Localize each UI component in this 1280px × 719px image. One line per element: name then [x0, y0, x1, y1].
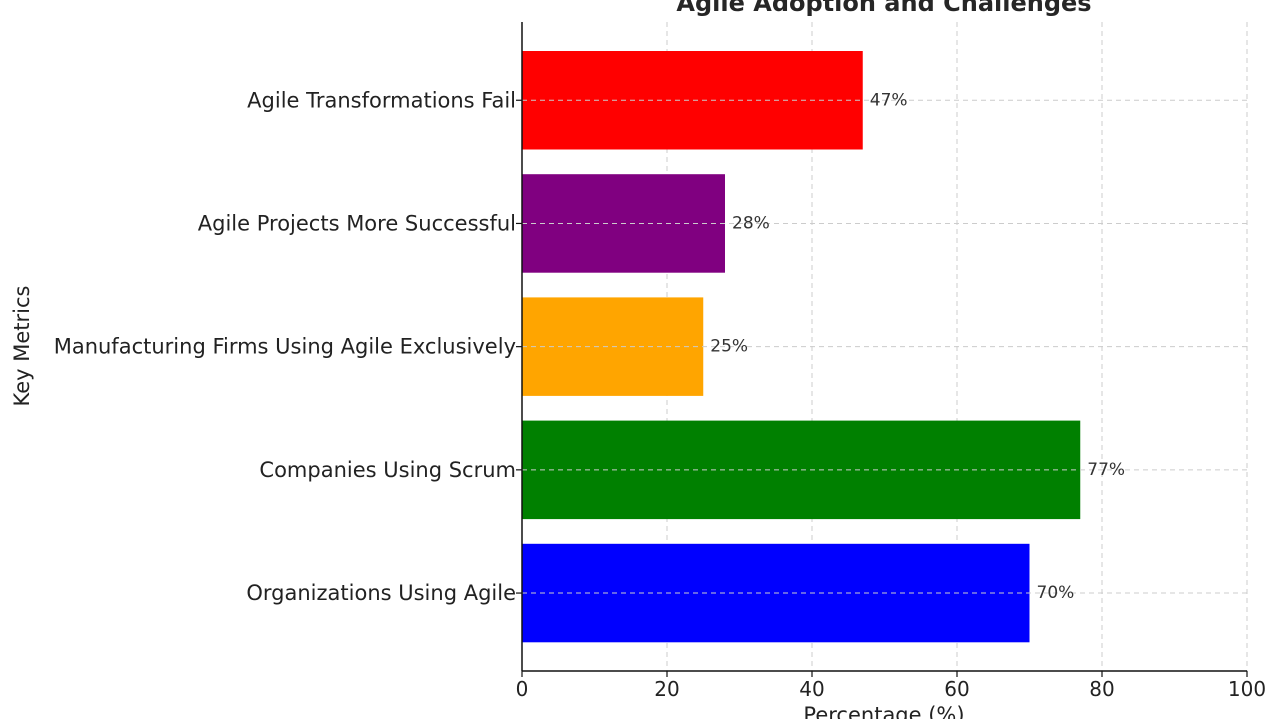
bar-value-label: 25%	[710, 337, 748, 357]
y-tick-label: Agile Projects More Successful	[198, 211, 516, 235]
y-tick-label: Companies Using Scrum	[259, 458, 516, 482]
x-axis-label: Percentage (%)	[803, 703, 964, 719]
axes-layer	[516, 22, 1248, 677]
y-tick-label: Agile Transformations Fail	[247, 88, 516, 112]
bar-value-label: 70%	[1037, 583, 1075, 603]
x-tick-label: 40	[799, 677, 824, 701]
x-tick-label: 100	[1228, 677, 1266, 701]
x-tick-label: 80	[1089, 677, 1114, 701]
y-tick-label: Organizations Using Agile	[246, 581, 516, 605]
bar-value-label: 47%	[870, 90, 908, 110]
x-tick-label: 20	[654, 677, 679, 701]
x-tick-label: 60	[944, 677, 969, 701]
y-tick-label: Manufacturing Firms Using Agile Exclusiv…	[54, 335, 516, 359]
labels-layer: 0 20 40 60 80 100 Organizations Using Agile 70%…	[54, 88, 1266, 701]
bar-value-label: 28%	[732, 213, 770, 233]
chart-title: Agile Adoption and Challenges	[676, 0, 1091, 17]
x-tick-label: 0	[516, 677, 529, 701]
y-axis-label: Key Metrics	[10, 286, 34, 407]
bar-value-label: 77%	[1087, 460, 1125, 480]
